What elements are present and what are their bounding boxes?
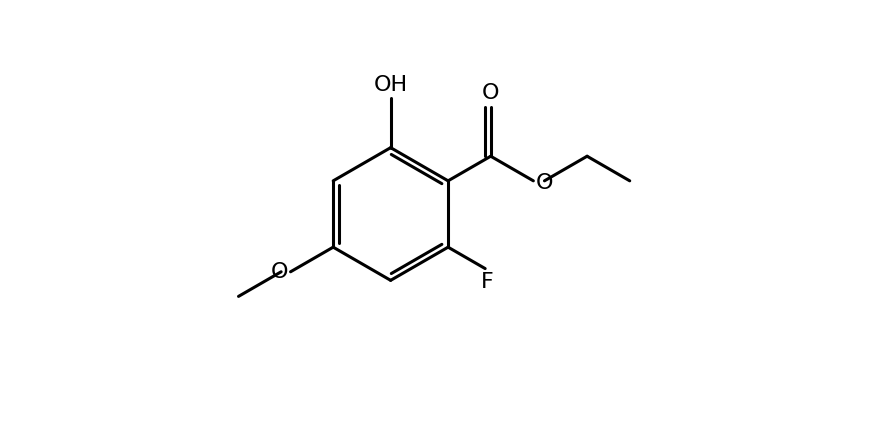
Text: O: O [271, 262, 288, 282]
Text: O: O [536, 173, 553, 193]
Text: F: F [481, 272, 493, 292]
Text: OH: OH [374, 75, 408, 95]
Text: O: O [482, 83, 499, 103]
